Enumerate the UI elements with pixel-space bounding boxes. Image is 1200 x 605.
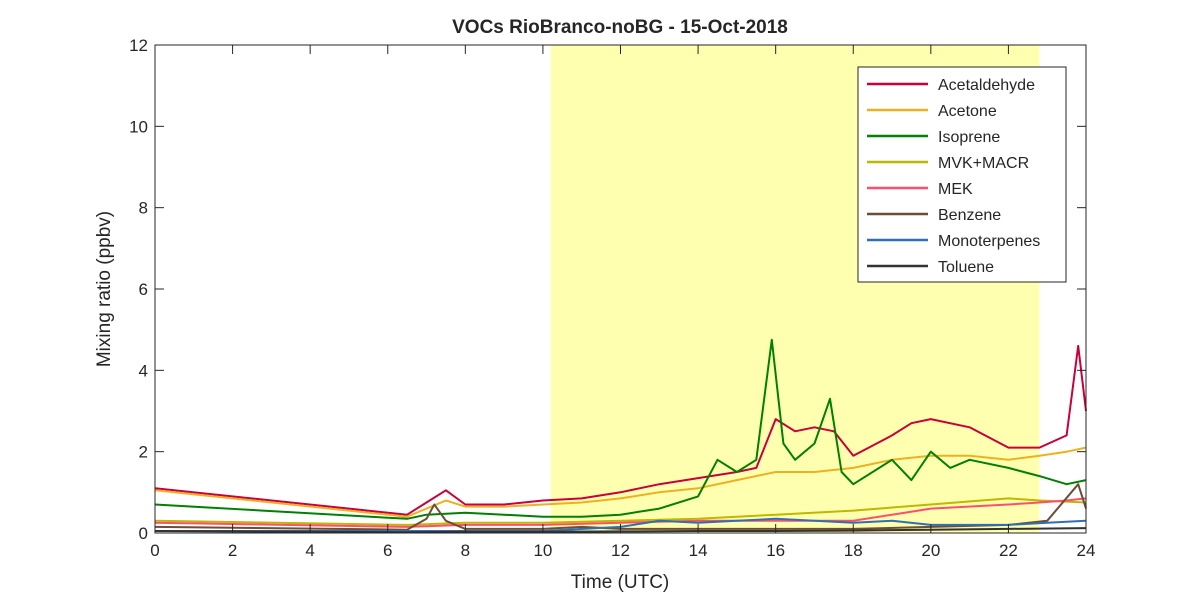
x-tick-label: 16 <box>766 541 785 560</box>
legend-label: MVK+MACR <box>938 155 1029 172</box>
y-axis-label: Mixing ratio (ppbv) <box>94 211 115 367</box>
series-line-mvk-macr <box>154 497 1087 526</box>
x-tick-label: 8 <box>461 541 470 560</box>
x-tick-label: 24 <box>1077 541 1096 560</box>
x-tick-label: 6 <box>383 541 392 560</box>
y-tick-label: 10 <box>129 117 148 136</box>
legend-box <box>857 66 1067 283</box>
series-line-isoprene <box>154 338 1087 520</box>
legend-label: Isoprene <box>938 129 1000 146</box>
series-line-acetaldehyde <box>154 344 1087 516</box>
x-axis-label: Time (UTC) <box>571 572 670 593</box>
legend-label: Acetaldehyde <box>938 77 1035 94</box>
legend-label: MEK <box>938 181 973 198</box>
x-tick-label: 14 <box>689 541 708 560</box>
x-tick-label: 2 <box>228 541 237 560</box>
y-tick-label: 6 <box>139 280 148 299</box>
chart-title: VOCs RioBranco-noBG - 15-Oct-2018 <box>452 17 788 38</box>
y-tick-label: 0 <box>139 524 148 543</box>
series-line-acetone <box>154 446 1087 518</box>
x-tick-label: 4 <box>305 541 314 560</box>
x-tick-label: 12 <box>611 541 630 560</box>
x-tick-label: 0 <box>150 541 159 560</box>
y-tick-label: 12 <box>129 36 148 55</box>
x-tick-label: 10 <box>533 541 552 560</box>
legend: Acetaldehyde Acetone Isoprene MVK+MACR MEK Be… <box>857 66 1067 283</box>
legend-label: Benzene <box>938 207 1001 224</box>
x-tick-label: 20 <box>921 541 940 560</box>
y-tick-label: 4 <box>139 361 148 380</box>
y-tick-label: 2 <box>139 443 148 462</box>
legend-label: Monoterpenes <box>938 233 1040 250</box>
legend-label: Acetone <box>938 103 997 120</box>
x-tick-label: 18 <box>844 541 863 560</box>
legend-label: Toluene <box>938 259 994 276</box>
x-tick-label: 22 <box>999 541 1018 560</box>
y-tick-label: 8 <box>139 199 148 218</box>
